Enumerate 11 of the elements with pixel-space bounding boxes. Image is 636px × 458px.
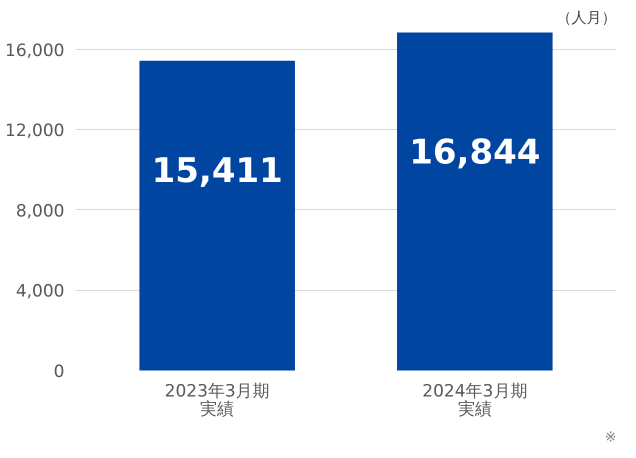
- y-tick-label: 0: [54, 362, 65, 382]
- y-tick-label: 4,000: [16, 282, 65, 302]
- data-label: 16,844: [409, 132, 540, 172]
- x-tick-label: 2024年3月期実績: [422, 382, 528, 420]
- text: ※: [604, 430, 617, 446]
- y-tick-label: 12,000: [5, 121, 64, 142]
- y-tick-label: 8,000: [16, 201, 65, 222]
- x-tick-label: 2023年3月期実績: [164, 382, 270, 420]
- data-label: 15,411: [152, 150, 283, 191]
- y-axis-title: （人月）: [556, 8, 616, 26]
- y-tick-label: 16,000: [5, 40, 64, 61]
